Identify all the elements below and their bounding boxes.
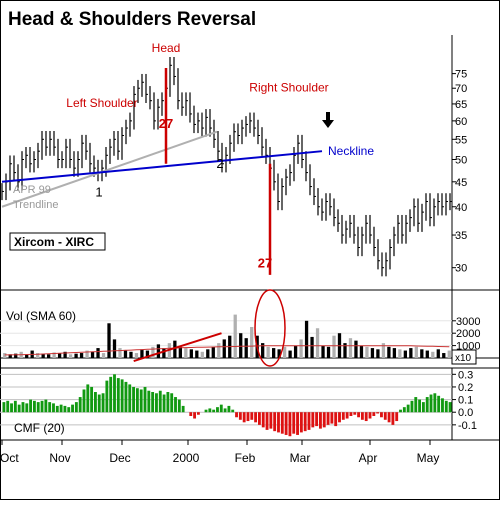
x-tick-label-Oct: Oct (0, 451, 19, 465)
symbol-label-box: Xircom - XIRC (9, 232, 106, 251)
cmf-tick-label: 0.2 (458, 382, 473, 394)
price-tick-label-35: 35 (455, 230, 467, 242)
x-tick-label-Feb: Feb (235, 451, 256, 465)
price-panel: 30 35 40 45 50 55 60 65 70 75 APR 99 Trendline Neckl… (1, 35, 467, 290)
volume-label: Vol (SMA 60) (6, 309, 76, 323)
trendline-label-line1: APR 99 (13, 184, 51, 196)
x-tick-label-2000: 2000 (173, 451, 200, 465)
annotation-3: Right Shoulder (249, 80, 328, 94)
price-tick-label-55: 55 (455, 134, 467, 146)
neckline-label: Neckline (328, 144, 374, 158)
volume-unit-label: x10 (455, 353, 472, 364)
x-tick-label-Mar: Mar (290, 451, 311, 465)
price-tick-label-40: 40 (455, 202, 467, 214)
volume-tick-label-2000: 2000 (456, 328, 480, 340)
x-axis: Oct Nov Dec 2000 Feb Mar Apr May (0, 440, 439, 465)
price-tick-label-65: 65 (455, 99, 467, 111)
price-tick-label-30: 30 (455, 263, 467, 275)
price-tick-label-45: 45 (455, 177, 467, 189)
symbol-label-frame (9, 232, 106, 251)
x-tick-label-May: May (417, 451, 440, 465)
volume-unit-box (451, 349, 477, 365)
volume-sma-line (4, 345, 450, 356)
volume-tick-label-3000: 3000 (456, 316, 480, 328)
down-arrow-icon (322, 112, 334, 129)
cmf-panel: -0.10.00.10.20.3 CMF (20) (0, 367, 500, 441)
annotation-2: Left Shoulder (66, 96, 137, 110)
volume-spike-ellipse (254, 289, 286, 367)
apr99-trendline (1, 130, 218, 208)
cmf-label: CMF (20) (14, 421, 65, 435)
cmf-tick-label: 0.0 (458, 407, 473, 419)
trendline-label-line2: Trendline (13, 199, 58, 211)
price-tick-label-50: 50 (455, 154, 467, 166)
cmf-tick-label: 0.1 (458, 395, 473, 407)
price-tick-label-75: 75 (455, 69, 467, 81)
cmf-tick-label: 0.3 (458, 369, 473, 381)
volume-trend-line (133, 332, 222, 362)
chart-title: Head & Shoulders Reversal (8, 9, 256, 30)
symbol-label: Xircom - XIRC (14, 235, 94, 249)
x-tick-label-Nov: Nov (49, 451, 70, 465)
annotation-5: 2 (216, 156, 223, 171)
annotation-4: 1 (95, 184, 102, 199)
annotation-1: Head (152, 41, 181, 55)
cmf-tick-label: -0.1 (458, 420, 477, 432)
x-tick-label-Dec: Dec (109, 451, 130, 465)
annotation-7: 27 (258, 256, 272, 271)
x-tick-label-Apr: Apr (359, 451, 378, 465)
price-tick-label-70: 70 (455, 83, 467, 95)
neckline (1, 150, 323, 183)
annotation-6: 27 (159, 116, 173, 131)
price-tick-label-60: 60 (455, 116, 467, 128)
